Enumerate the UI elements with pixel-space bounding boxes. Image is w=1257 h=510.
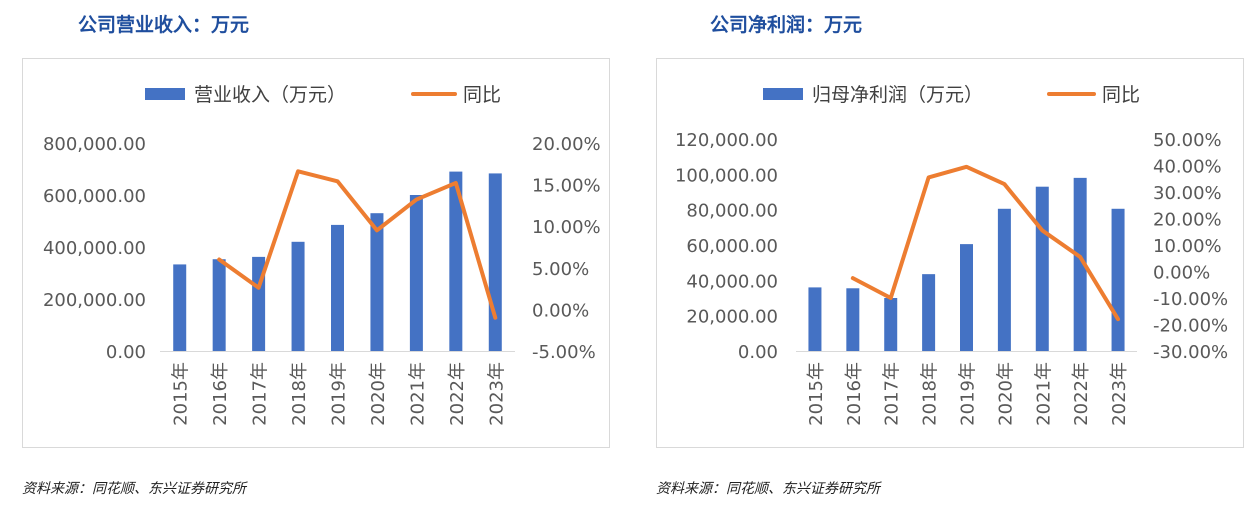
- bar: [1035, 186, 1049, 351]
- category-label: 2020年: [368, 362, 389, 426]
- left-axis-tick-label: 40,000.00: [686, 271, 778, 292]
- category-label: 2018年: [289, 362, 310, 426]
- left-axis-tick-label: 200,000.00: [43, 290, 146, 311]
- category-label: 2016年: [844, 362, 865, 426]
- left-axis-tick-label: 800,000.00: [43, 134, 146, 155]
- category-label: 2017年: [250, 362, 271, 426]
- bar: [212, 259, 226, 351]
- yoy-line: [850, 164, 1121, 322]
- right-axis-tick-label: -30.00%: [1153, 342, 1228, 363]
- left-axis-tick-label: 100,000.00: [675, 165, 778, 186]
- left-axis-tick-label: 20,000.00: [686, 307, 778, 328]
- legend-bar-label: 营业收入（万元）: [194, 84, 346, 106]
- revenue-chart: 0.00 200,000.00 400,000.00 600,000.00 800,00…: [43, 84, 601, 426]
- bar: [808, 287, 822, 351]
- chart-title: 公司净利润：万元: [710, 14, 863, 36]
- right-axis-tick-label: 0.00%: [532, 300, 589, 321]
- bar: [960, 244, 973, 351]
- bar: [173, 264, 187, 351]
- legend-bar-swatch: [145, 88, 185, 100]
- bar: [1073, 177, 1087, 351]
- profit-chart-panel: 公司净利润：万元 0.00 20,000.00 40,000.00 60,000.00…: [632, 0, 1252, 510]
- bar: [449, 171, 463, 351]
- right-axis-tick-label: 20.00%: [1153, 210, 1222, 231]
- left-axis-tick-label: 0.00: [738, 342, 778, 363]
- right-axis-tick-label: 0.00%: [1153, 263, 1210, 284]
- category-label: 2021年: [1033, 362, 1054, 426]
- right-axis-tick-label: 5.00%: [532, 259, 589, 280]
- bar: [922, 274, 936, 351]
- category-label: 2023年: [486, 362, 507, 426]
- right-axis-tick-label: -5.00%: [532, 342, 596, 363]
- category-label: 2021年: [407, 362, 428, 426]
- right-axis-tick-label: -20.00%: [1153, 316, 1228, 337]
- legend-line-label: 同比: [463, 84, 501, 106]
- chart-title: 公司营业收入：万元: [78, 14, 250, 36]
- revenue-chart-panel: 公司营业收入：万元 0.00 200,000.00 400,000.00 600,00…: [0, 0, 620, 510]
- left-axis-tick-label: 600,000.00: [43, 186, 146, 207]
- bar: [331, 224, 344, 351]
- category-label: 2022年: [447, 362, 468, 426]
- yoy-line: [217, 169, 498, 320]
- left-axis-tick-label: 60,000.00: [686, 236, 778, 257]
- bar: [1111, 208, 1125, 351]
- right-axis-tick-label: 10.00%: [1153, 236, 1222, 257]
- left-axis-tick-label: 80,000.00: [686, 201, 778, 222]
- bar: [370, 213, 384, 351]
- bar: [846, 288, 860, 351]
- bar: [997, 208, 1011, 351]
- chart-frame: [22, 58, 610, 448]
- right-axis-tick-label: 15.00%: [532, 176, 601, 197]
- left-axis-tick-label: 120,000.00: [675, 130, 778, 151]
- category-label: 2017年: [882, 362, 903, 426]
- chart-frame: [656, 58, 1244, 448]
- right-axis-tick-label: 50.00%: [1153, 130, 1222, 151]
- category-label: 2022年: [1071, 362, 1092, 426]
- category-label: 2018年: [920, 362, 941, 426]
- source-note: 资料来源：同花顺、东兴证券研究所: [656, 481, 880, 497]
- bar: [291, 241, 305, 351]
- bar: [488, 173, 502, 351]
- legend-bar-swatch: [763, 88, 803, 100]
- right-axis-tick-label: 40.00%: [1153, 157, 1222, 178]
- right-axis-tick-label: 20.00%: [532, 134, 601, 155]
- right-axis-tick-label: 30.00%: [1153, 183, 1222, 204]
- left-axis-tick-label: 400,000.00: [43, 238, 146, 259]
- category-label: 2019年: [958, 362, 979, 426]
- bar: [409, 195, 423, 351]
- category-label: 2015年: [806, 362, 827, 426]
- category-label: 2020年: [995, 362, 1016, 426]
- legend-bar-label: 归母净利润（万元）: [812, 84, 983, 106]
- left-axis-tick-label: 0.00: [106, 342, 146, 363]
- legend-line-label: 同比: [1102, 84, 1140, 106]
- category-label: 2019年: [329, 362, 350, 426]
- right-axis-tick-label: 10.00%: [532, 217, 601, 238]
- category-label: 2016年: [210, 362, 231, 426]
- category-label: 2023年: [1109, 362, 1130, 426]
- category-label: 2015年: [171, 362, 192, 426]
- source-note: 资料来源：同花顺、东兴证券研究所: [22, 481, 246, 497]
- bar: [884, 298, 898, 351]
- profit-chart: 0.00 20,000.00 40,000.00 60,000.00 80,000.00…: [675, 84, 1228, 426]
- right-axis-tick-label: -10.00%: [1153, 289, 1228, 310]
